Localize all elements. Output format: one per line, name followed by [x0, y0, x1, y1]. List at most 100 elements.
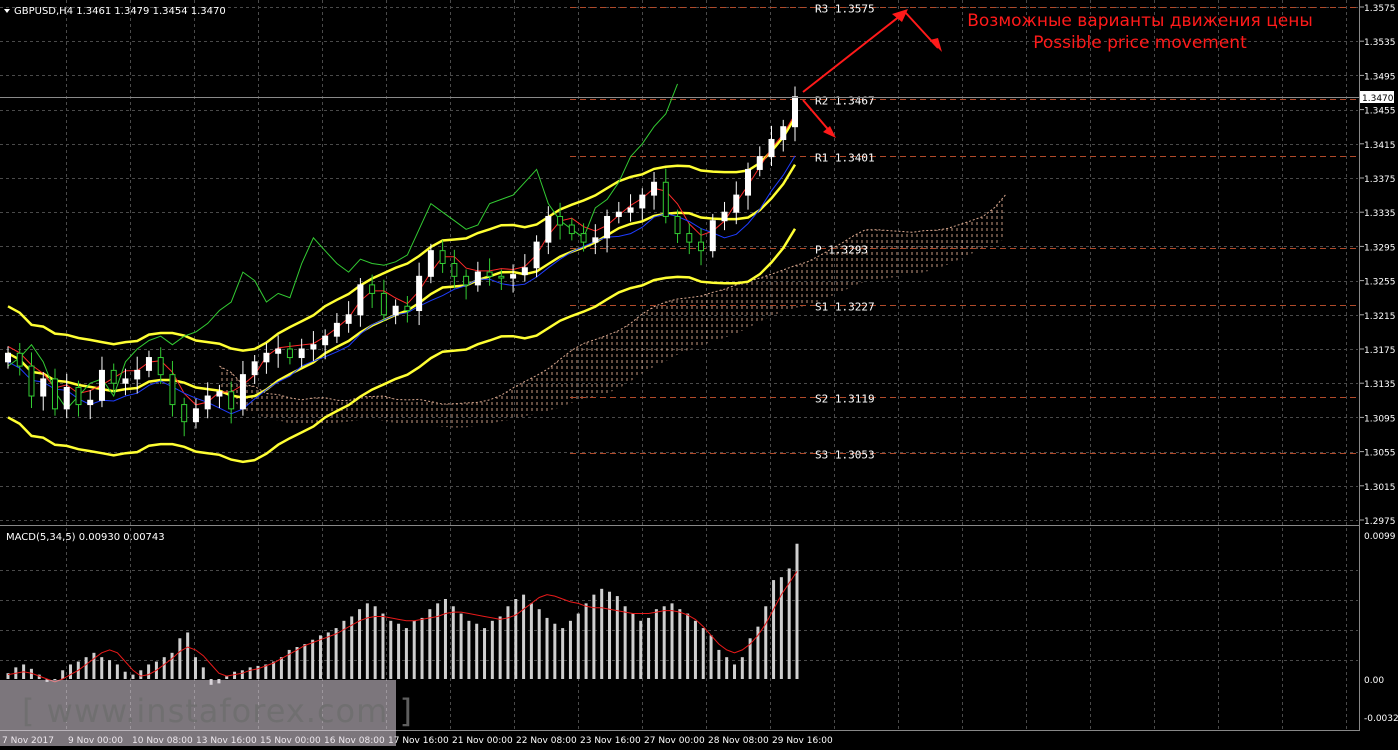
macd-histogram-bar	[404, 628, 408, 679]
candle-body	[87, 399, 94, 406]
candle-body	[228, 391, 235, 410]
candle-body	[627, 207, 634, 213]
candle-body	[510, 274, 517, 279]
candle-body	[122, 378, 129, 384]
macd-histogram-bar	[795, 543, 799, 679]
macd-histogram-bar	[693, 620, 697, 679]
arrow-head-icon	[892, 9, 908, 22]
candle-body	[745, 168, 752, 196]
arrow-head-icon	[930, 38, 942, 52]
price-tick-label: 1.3175	[1364, 346, 1396, 356]
candle-body	[16, 352, 23, 367]
macd-tick-label: 0.00	[1364, 676, 1384, 686]
candle-body	[780, 126, 787, 141]
macd-histogram-bar	[201, 667, 205, 679]
macd-histogram-bar	[561, 628, 565, 679]
time-tick-label: 28 Nov 08:00	[708, 736, 769, 746]
candle-body	[51, 378, 58, 410]
macd-histogram-bar	[748, 638, 752, 679]
macd-histogram-bar	[68, 664, 72, 679]
macd-histogram-bar	[287, 649, 291, 679]
macd-histogram-bar	[342, 620, 346, 679]
candle-body	[639, 194, 646, 209]
candle-body	[651, 181, 658, 196]
candle-body	[369, 284, 376, 294]
current-price-tag: 1.3470	[1360, 91, 1394, 104]
macd-histogram-bar	[498, 616, 502, 679]
macd-histogram-bar	[358, 609, 362, 679]
candle-body	[28, 365, 35, 397]
candlesticks[interactable]	[5, 86, 798, 437]
candle-body	[709, 220, 716, 252]
price-tick-label: 1.3375	[1364, 175, 1396, 185]
candle-body	[275, 348, 282, 354]
macd-histogram-bar	[131, 674, 135, 679]
macd-histogram-bar	[373, 606, 377, 679]
macd-histogram-bar	[545, 617, 549, 679]
candle-body	[580, 233, 587, 243]
macd-histogram-bar	[514, 599, 518, 679]
macd-histogram-bar	[279, 657, 283, 679]
price-tick-label: 1.3535	[1364, 38, 1396, 48]
candle-body	[568, 224, 575, 235]
macd-histogram-bar	[365, 603, 369, 679]
candle-body	[75, 386, 82, 406]
macd-histogram-bar	[522, 594, 526, 679]
macd-histogram-bar	[436, 603, 440, 679]
macd-histogram-bar	[443, 599, 447, 679]
bollinger-upper	[7, 116, 797, 352]
candle-body	[545, 215, 552, 243]
macd-histogram-bar	[318, 635, 322, 679]
macd-histogram-bar	[537, 609, 541, 679]
macd-histogram-bar	[764, 606, 768, 679]
macd-histogram-bar	[295, 647, 299, 679]
candle-body	[204, 395, 211, 410]
candle-body	[404, 305, 411, 312]
candle-body	[521, 267, 528, 276]
macd-histogram-bar	[37, 674, 41, 679]
candle-body	[145, 357, 152, 371]
cloud-area	[219, 193, 1007, 428]
candle-body	[662, 181, 669, 217]
macd-histogram-bar	[740, 657, 744, 679]
macd-histogram-bar	[709, 635, 713, 679]
macd-histogram-bar	[600, 588, 604, 679]
macd-histogram-bar	[678, 609, 682, 679]
macd-histogram-bar	[459, 613, 463, 679]
macd-histogram-bar	[756, 626, 760, 679]
candle-body	[733, 194, 740, 213]
macd-histogram-bar	[147, 664, 151, 679]
macd-histogram-bar	[123, 671, 127, 679]
candle-body	[98, 369, 105, 401]
macd-histogram-bar	[576, 613, 580, 679]
symbol-info: GBPUSD,H4 1.3461 1.3479 1.3454 1.3470	[14, 6, 226, 17]
macd-histogram-bar	[248, 667, 252, 679]
macd-histogram-bar	[162, 657, 166, 679]
macd-histogram-bar	[654, 609, 658, 679]
candle-body	[298, 348, 305, 359]
candle-body	[557, 215, 564, 226]
macd-histogram-bar	[311, 639, 315, 679]
macd-histogram-bar	[475, 623, 479, 679]
macd-histogram-bar	[631, 613, 635, 679]
pivot-label-s3: S3 1.3053	[815, 449, 875, 462]
candle-body	[451, 263, 458, 277]
macd-histogram-bar	[92, 652, 96, 679]
candle-body	[263, 352, 270, 363]
macd-histogram-bar	[233, 671, 237, 679]
price-axis[interactable]: 1.3575 1.3535 1.3495 1.3455 1.3415 1.3375 1.33…	[1360, 4, 1396, 527]
macd-histogram-bar	[686, 613, 690, 679]
macd-histogram-bar	[506, 606, 510, 679]
candle-body	[392, 305, 399, 316]
time-tick-label: 27 Nov 00:00	[644, 736, 705, 746]
bollinger-lower	[7, 228, 797, 464]
candle-body	[110, 369, 117, 384]
pivot-levels: R3 1.3575 R2 1.3467 R1 1.3401 P 1.3293 S1 1.…	[570, 3, 1358, 462]
chart-menu-triangle-icon[interactable]	[4, 9, 10, 13]
pivot-label-p: P 1.3293	[815, 244, 868, 257]
time-tick-label: 17 Nov 16:00	[388, 736, 449, 746]
price-tick-label: 1.3495	[1364, 72, 1396, 82]
price-tick-label: 1.3135	[1364, 380, 1396, 390]
candle-body	[533, 241, 540, 269]
